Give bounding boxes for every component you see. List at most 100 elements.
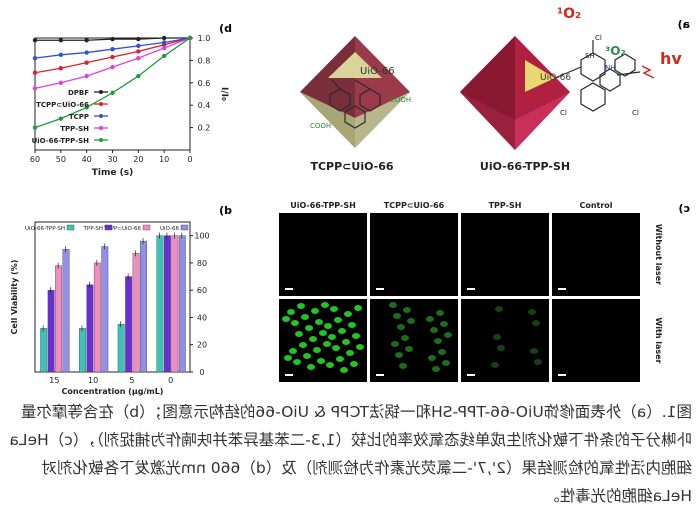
legend-marker — [99, 126, 103, 130]
bar — [132, 253, 140, 373]
fluorescent-cell — [305, 325, 313, 331]
data-point — [58, 80, 64, 86]
panel-c-label: c) — [678, 202, 690, 215]
y-axis-label: I/I₀ — [219, 87, 229, 101]
fluorescent-cell — [438, 349, 446, 355]
fluorescent-cell — [399, 363, 407, 369]
legend-label: UiO-66 — [160, 226, 180, 232]
fluorescent-cell — [330, 306, 338, 312]
scale-bar — [376, 374, 384, 376]
legend-label: UiO-66-TPP-SH — [32, 137, 90, 145]
fluorescent-cell — [291, 320, 299, 326]
fluorescent-cell — [532, 320, 540, 326]
data-point — [110, 64, 115, 70]
singlet-oxygen-label: ¹O₂ — [557, 6, 581, 22]
cooh-label: COOH — [390, 96, 411, 104]
bar — [79, 328, 86, 373]
data-point — [110, 54, 115, 60]
column-header: UiO-66-TPP-SH — [290, 201, 356, 210]
bar — [178, 235, 186, 373]
legend-swatch — [180, 224, 189, 231]
data-point — [187, 35, 193, 41]
x-tick-label: 0 — [168, 376, 173, 385]
row-header: Without laser — [654, 224, 663, 285]
data-point — [136, 49, 141, 54]
data-point — [136, 55, 141, 61]
bar — [171, 235, 179, 373]
fluorescent-cell — [344, 311, 352, 317]
y-tick-label: 0 — [199, 368, 204, 377]
uio66-tpp-sh-structure: UiO-66 NH Cl Cl Cl SH ¹O₂ ³O₂ hv UiO-66-… — [460, 6, 682, 173]
fluorescent-cell — [348, 322, 356, 328]
x-tick-label: 40 — [82, 155, 92, 164]
fluorescent-cell — [430, 327, 438, 333]
data-point — [32, 55, 38, 61]
light-bolt-icon — [641, 65, 655, 79]
y-tick-label: 0.6 — [198, 79, 211, 88]
cooh-label-2: COOH — [310, 122, 331, 130]
x-tick-label: 20 — [133, 155, 143, 164]
fluorescent-cell — [338, 328, 346, 334]
fluorescent-cell — [350, 361, 358, 367]
fluorescent-cell — [297, 303, 305, 309]
panel-c: c) Control TPP-SH TCPP⊂UiO-66 UiO-66-TPP-SH… — [279, 201, 690, 382]
bar — [163, 235, 171, 373]
fluorescent-cell — [315, 319, 323, 325]
legend-label: TCPP⊂UiO-66 — [36, 101, 89, 109]
scale-bar — [285, 374, 293, 376]
legend-marker — [99, 138, 103, 142]
column-header: TPP-SH — [489, 201, 522, 210]
data-point — [84, 50, 89, 55]
fluorescent-cell — [301, 314, 309, 320]
fluorescent-cell — [328, 334, 336, 340]
bar — [40, 328, 48, 373]
cell-image — [461, 213, 549, 296]
scale-bar — [467, 288, 475, 290]
data-point — [58, 38, 64, 43]
cell-image-grid: Control TPP-SH TCPP⊂UiO-66 UiO-66-TPP-SH Wit… — [279, 201, 663, 382]
cl-label-2: Cl — [632, 109, 639, 117]
data-point — [32, 70, 38, 75]
x-tick-label: 5 — [129, 376, 134, 385]
x-tick-label: 15 — [49, 376, 59, 385]
fluorescent-cell — [336, 356, 344, 362]
fluorescent-cell — [403, 307, 411, 313]
fluorescent-cell — [299, 342, 307, 348]
bar — [86, 284, 94, 373]
fluorescent-cell — [307, 364, 315, 370]
bar — [117, 324, 125, 373]
y-tick-label: 1.0 — [198, 34, 211, 43]
fluorescent-cell — [282, 316, 290, 322]
fluorescent-cell — [495, 306, 503, 312]
line-chart: 0 10 20 30 40 50 60 0.2 0.4 0.6 0.8 1.0 Time (s) I/I₀… — [30, 34, 229, 178]
fluorescent-cell — [324, 323, 332, 329]
fluorescent-cell — [397, 324, 405, 330]
structure-label-right: UiO-66-TPP-SH — [480, 160, 570, 173]
scale-bar — [558, 288, 566, 290]
cell-image — [279, 213, 367, 296]
fluorescent-cell — [326, 362, 334, 368]
fluorescent-cell — [352, 333, 360, 339]
column-header: Control — [579, 201, 612, 210]
hv-label: hv — [660, 49, 682, 68]
bar — [156, 235, 164, 373]
tcpp-uio66-structure: UiO-66 COOH COOH TCPP⊂UiO-66 — [300, 36, 411, 173]
bar — [62, 249, 70, 373]
fluorescent-cell — [426, 316, 434, 322]
data-point — [136, 73, 141, 79]
bar — [47, 289, 55, 373]
data-point — [58, 116, 64, 121]
sh-label: SH — [585, 52, 595, 60]
scale-bar — [558, 374, 566, 376]
legend-label: TPP-SH — [83, 226, 103, 232]
fluorescent-cell — [342, 339, 350, 345]
fluorescent-cell — [389, 302, 397, 308]
fluorescent-cell — [442, 360, 450, 366]
bar — [140, 240, 147, 373]
scale-bar — [467, 374, 475, 376]
fluorescent-cell — [393, 313, 401, 319]
legend-marker — [99, 102, 103, 106]
x-tick-label: 30 — [107, 155, 117, 164]
